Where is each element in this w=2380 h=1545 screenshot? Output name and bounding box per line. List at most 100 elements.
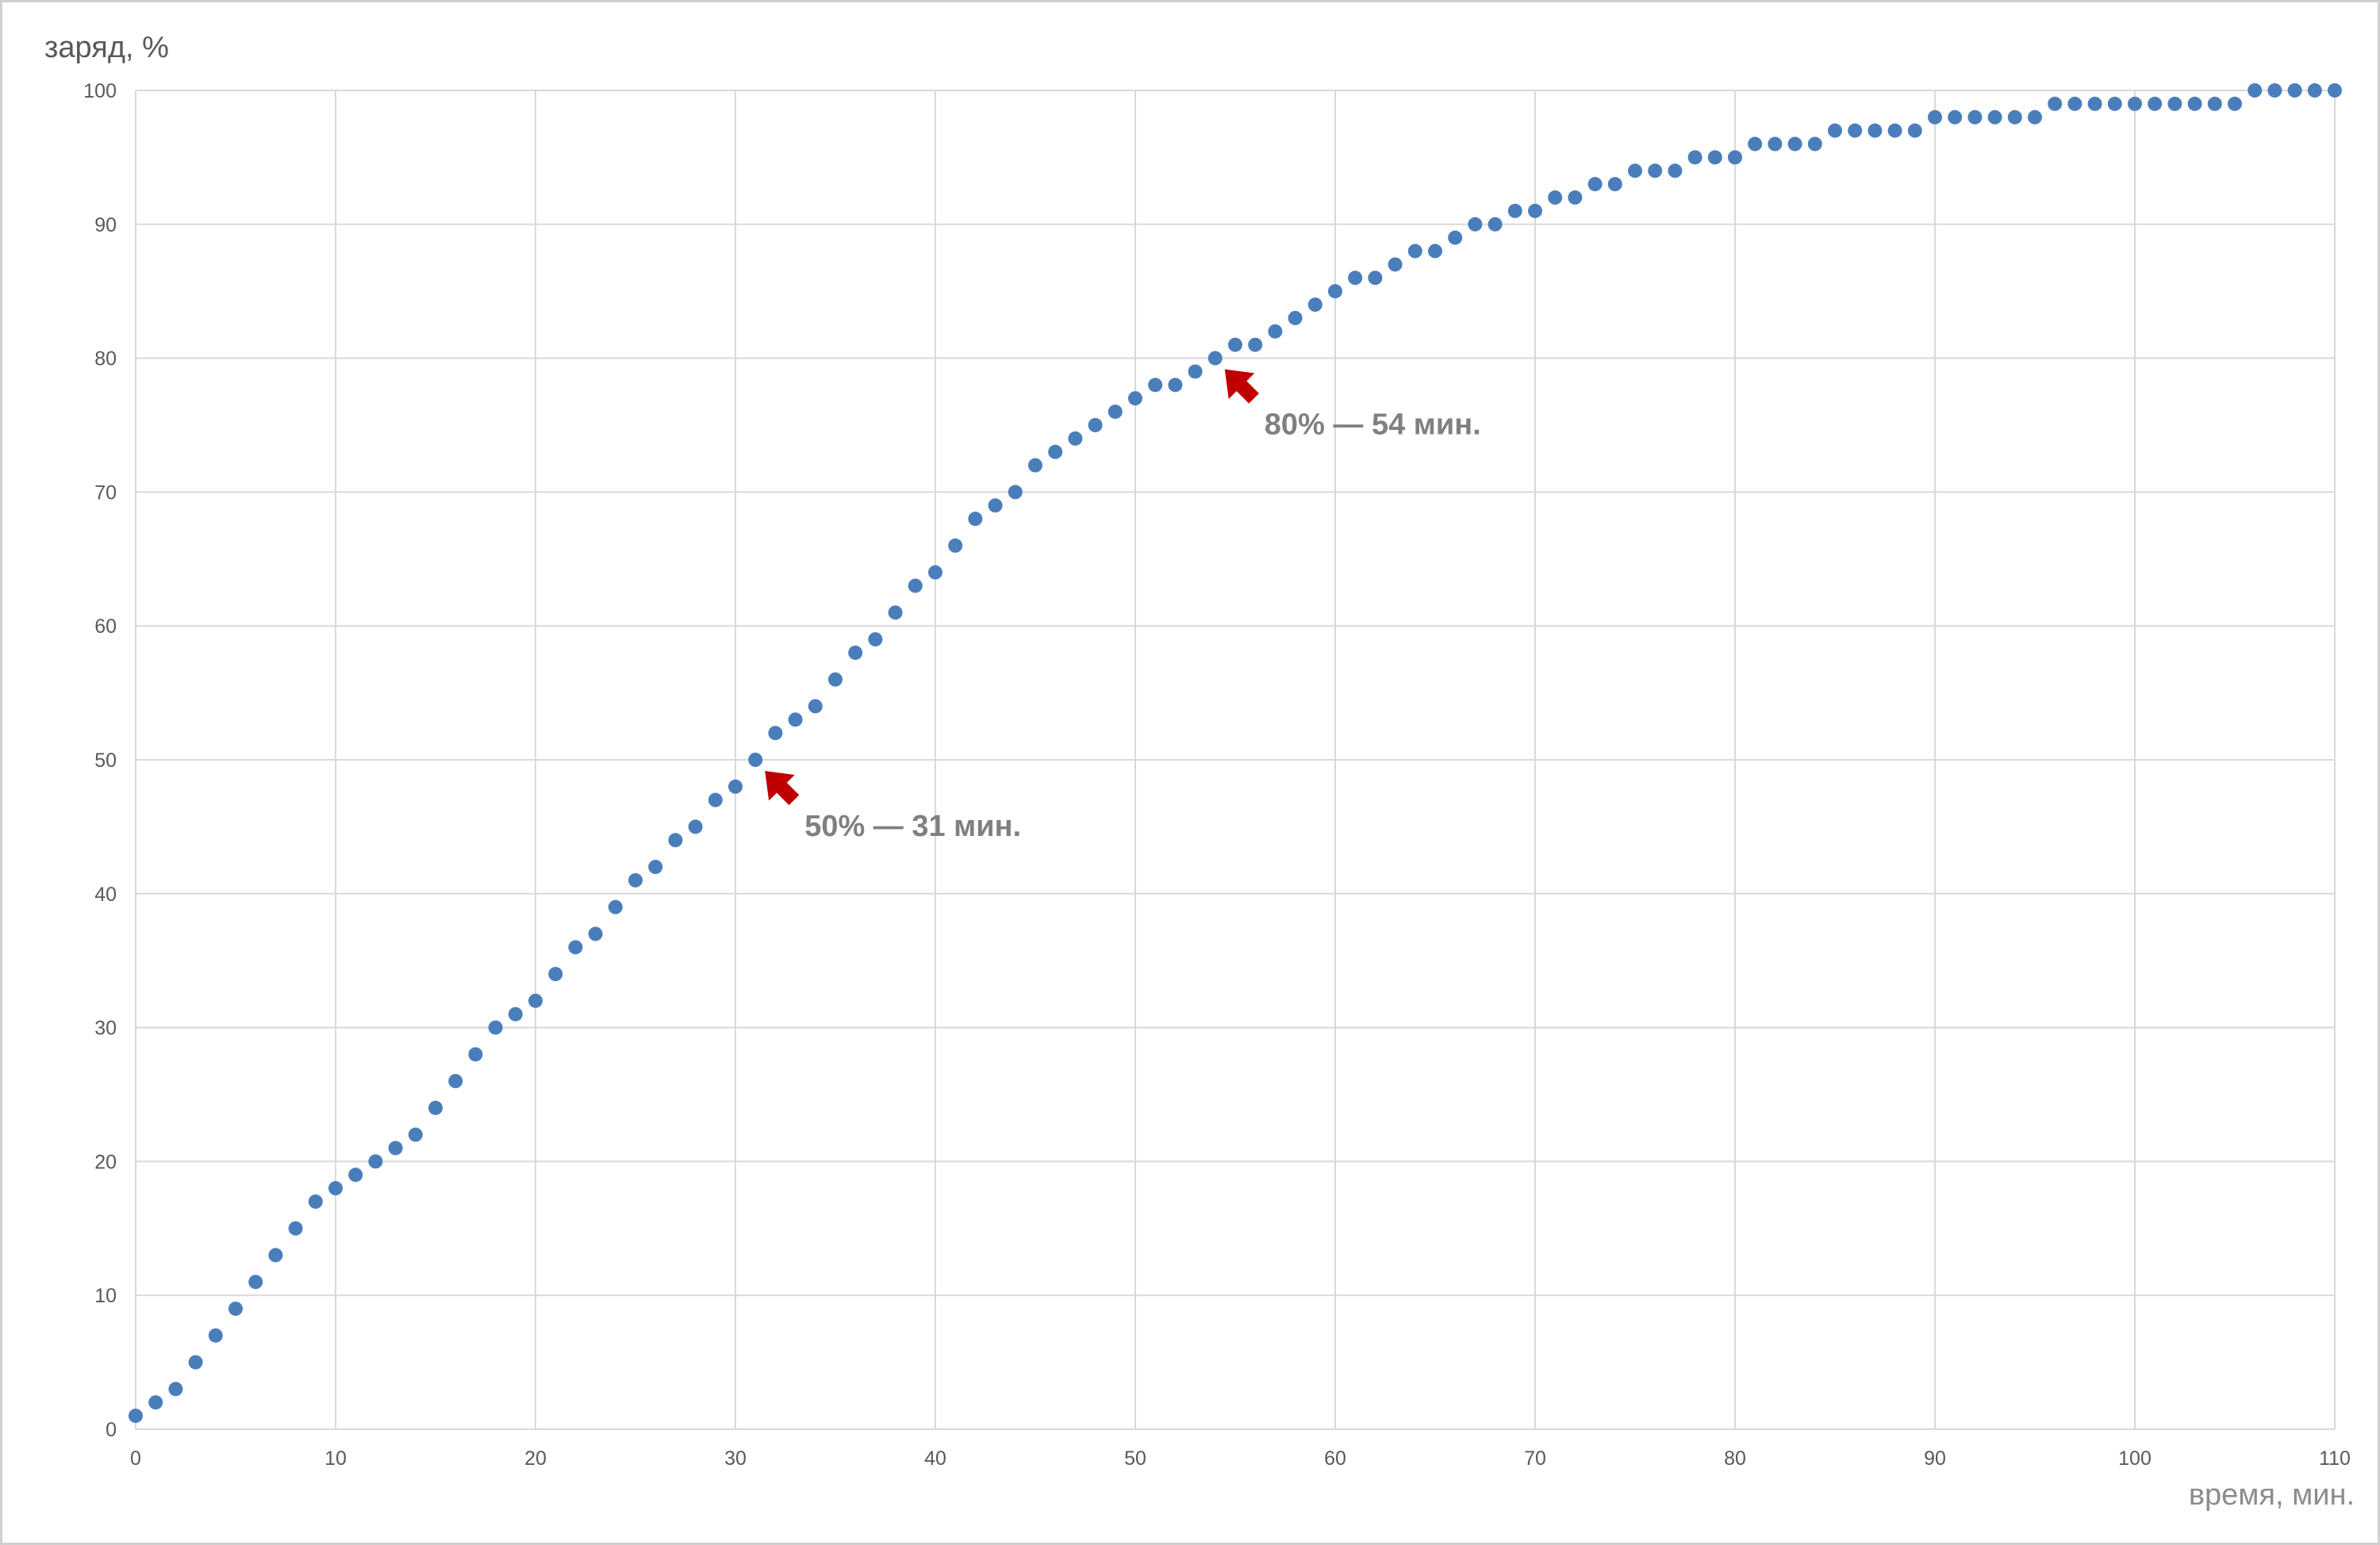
data-point xyxy=(2107,96,2122,111)
x-tick-label: 30 xyxy=(724,1447,747,1470)
x-tick-label: 110 xyxy=(2319,1447,2351,1470)
data-point xyxy=(1448,230,1463,245)
data-point xyxy=(1008,485,1023,500)
data-point xyxy=(268,1248,283,1263)
data-point xyxy=(948,538,963,553)
data-point xyxy=(748,753,763,767)
data-point xyxy=(2028,109,2042,125)
data-point xyxy=(1648,163,1663,178)
tick-labels: 0 10 20 30 40 50 60 70 80 90 100 0 10 20 30 40 50 60 70 80 9… xyxy=(83,80,2351,1470)
data-points xyxy=(129,83,2342,1424)
data-point xyxy=(1807,136,1822,151)
data-point xyxy=(1868,123,1883,138)
data-point xyxy=(408,1127,423,1142)
annotation-arrows xyxy=(765,369,1259,806)
data-point xyxy=(368,1154,383,1169)
data-point xyxy=(1848,123,1863,138)
data-point xyxy=(608,899,623,914)
data-point xyxy=(1428,243,1442,259)
data-point xyxy=(2328,83,2342,98)
data-point xyxy=(1707,150,1722,165)
x-tick-label: 20 xyxy=(524,1447,547,1470)
data-point xyxy=(1348,270,1363,286)
data-point xyxy=(568,940,583,955)
data-point xyxy=(528,993,543,1008)
data-point xyxy=(188,1355,203,1370)
data-point xyxy=(2307,83,2322,98)
data-point xyxy=(868,632,883,647)
data-point xyxy=(1887,123,1902,138)
data-point xyxy=(2248,83,2263,98)
data-point xyxy=(308,1194,323,1210)
data-point xyxy=(148,1395,163,1410)
data-point xyxy=(2167,96,2182,111)
data-point xyxy=(2087,96,2102,111)
y-tick-label: 10 xyxy=(94,1285,117,1307)
data-point xyxy=(248,1275,263,1290)
data-point xyxy=(1507,203,1522,218)
data-point xyxy=(1088,418,1103,432)
data-point xyxy=(1407,243,1422,259)
data-point xyxy=(688,819,703,834)
data-point xyxy=(2128,96,2142,111)
data-point xyxy=(1548,190,1563,205)
data-point xyxy=(428,1100,443,1115)
data-point xyxy=(1107,404,1123,420)
x-axis-title: время, мин. xyxy=(2189,1478,2355,1512)
data-point xyxy=(1748,136,1763,151)
annotation-label: 50% — 31 мин. xyxy=(804,810,1021,843)
x-tick-label: 10 xyxy=(324,1447,347,1470)
data-point xyxy=(129,1409,143,1424)
data-point xyxy=(1268,324,1283,339)
data-point xyxy=(348,1167,363,1183)
y-axis-title: заряд, % xyxy=(44,31,169,64)
data-point xyxy=(388,1141,403,1156)
y-tick-label: 70 xyxy=(94,481,117,504)
data-point xyxy=(1288,310,1303,325)
data-point xyxy=(448,1074,463,1089)
y-tick-label: 0 xyxy=(106,1419,117,1441)
x-tick-label: 50 xyxy=(1124,1447,1146,1470)
data-point xyxy=(1248,337,1263,352)
data-point xyxy=(1168,378,1183,393)
x-tick-label: 100 xyxy=(2118,1447,2152,1470)
data-point xyxy=(788,712,803,727)
y-tick-label: 60 xyxy=(94,615,117,638)
data-point xyxy=(1907,123,1922,138)
data-point xyxy=(228,1302,243,1317)
data-point xyxy=(1668,163,1683,178)
data-point xyxy=(968,512,983,527)
annotation-arrow xyxy=(765,771,800,806)
data-point xyxy=(1188,364,1203,379)
data-point xyxy=(1628,163,1642,178)
data-point xyxy=(808,699,823,714)
data-point xyxy=(848,645,863,660)
data-point xyxy=(1048,444,1063,459)
data-point xyxy=(1967,109,1983,125)
y-tick-label: 50 xyxy=(94,749,117,772)
data-point xyxy=(908,578,923,593)
data-point xyxy=(1948,109,1963,125)
data-point xyxy=(1388,257,1403,272)
data-point xyxy=(1488,217,1503,232)
annotation-arrow xyxy=(1224,369,1259,404)
data-point xyxy=(2067,96,2082,111)
y-tick-label: 20 xyxy=(94,1151,117,1173)
gridlines xyxy=(135,90,2336,1430)
data-point xyxy=(1068,431,1083,446)
y-tick-label: 30 xyxy=(94,1018,117,1040)
data-point xyxy=(888,605,903,620)
data-point xyxy=(1568,190,1583,205)
data-point xyxy=(1687,150,1702,165)
data-point xyxy=(2228,96,2242,111)
data-point xyxy=(628,872,643,888)
data-point xyxy=(288,1221,303,1236)
data-point xyxy=(468,1047,483,1062)
data-point xyxy=(2187,96,2202,111)
data-point xyxy=(2007,109,2022,125)
data-point xyxy=(1368,270,1383,286)
data-point xyxy=(1787,136,1802,151)
data-point xyxy=(648,860,663,875)
